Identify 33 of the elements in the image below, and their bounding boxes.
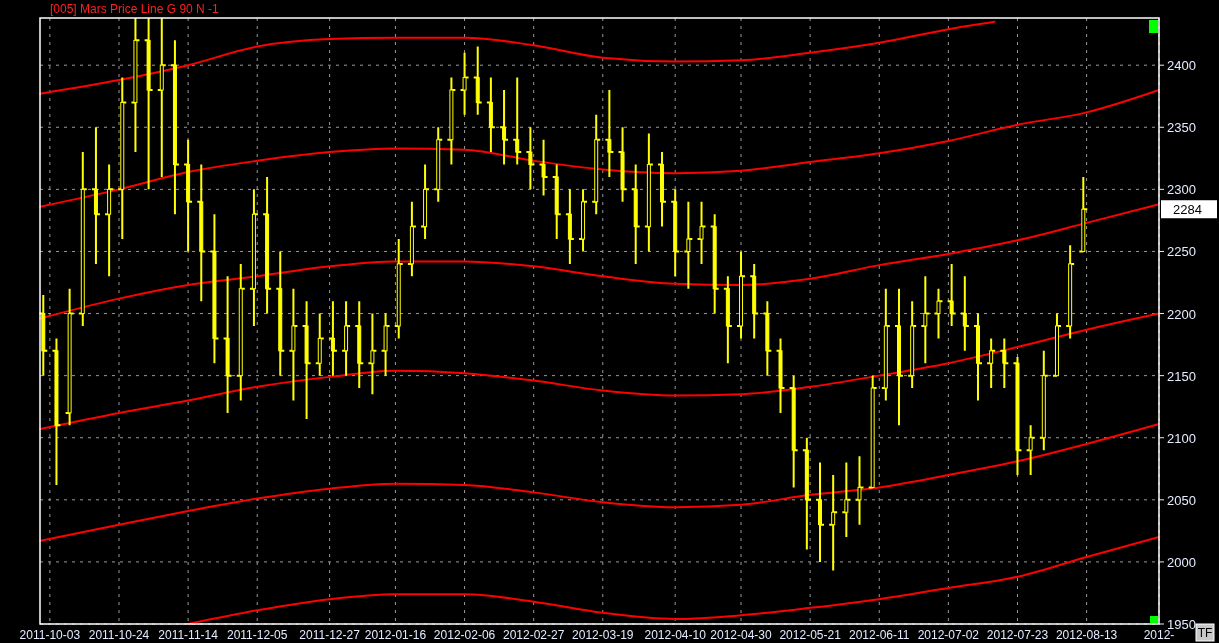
- x-tick-label: 2012-03-19: [572, 628, 634, 642]
- x-tick-label: 2012-08-13: [1055, 628, 1118, 642]
- x-tick-label: 2012-02-27: [502, 628, 565, 642]
- y-tick-label: 2250: [1167, 244, 1196, 260]
- line-series: [39, 423, 1160, 542]
- x-tick-label: 2011-12-27: [299, 628, 361, 642]
- y-tick-label: 2000: [1167, 554, 1196, 570]
- x-tick-label: 2011-10-03: [19, 628, 81, 642]
- x-tick-label: 2012-07-23: [986, 628, 1049, 642]
- button: TF: [1195, 623, 1215, 642]
- text: 2284: [1173, 202, 1202, 218]
- y-tick-label: 2350: [1167, 120, 1196, 136]
- x-tick-label: 2011-12-05: [226, 628, 288, 642]
- x-tick-label: 2012-04-10: [644, 628, 707, 642]
- line-series: [39, 312, 1160, 431]
- x-tick-label: 2012-06-11: [849, 628, 910, 642]
- y-tick-label: 2050: [1167, 492, 1196, 508]
- x-tick-label: 2012-02-06: [433, 628, 496, 642]
- y-tick-label: 2400: [1167, 58, 1196, 74]
- y-tick-label: 2200: [1167, 306, 1196, 322]
- line-series: [39, 89, 1160, 208]
- x-tick-label: 2012-07-02: [917, 628, 980, 642]
- chart-title: [005] Mars Price Line G 90 N -1: [50, 2, 220, 16]
- x-tick-label: 2012-01-16: [364, 628, 427, 642]
- line-series: [187, 536, 1160, 625]
- x-tick-label: 2012-05-21: [779, 628, 842, 642]
- line-series: [39, 20, 996, 95]
- y-tick-label: 2100: [1167, 430, 1196, 446]
- y-tick-label: 2300: [1167, 182, 1196, 198]
- y-tick-label: 2150: [1167, 368, 1196, 384]
- x-tick-label: 2011-10-24: [88, 628, 150, 642]
- x-tick-label: 2011-11-14: [158, 628, 219, 642]
- x-tick-label: 2012-04-30: [710, 628, 773, 642]
